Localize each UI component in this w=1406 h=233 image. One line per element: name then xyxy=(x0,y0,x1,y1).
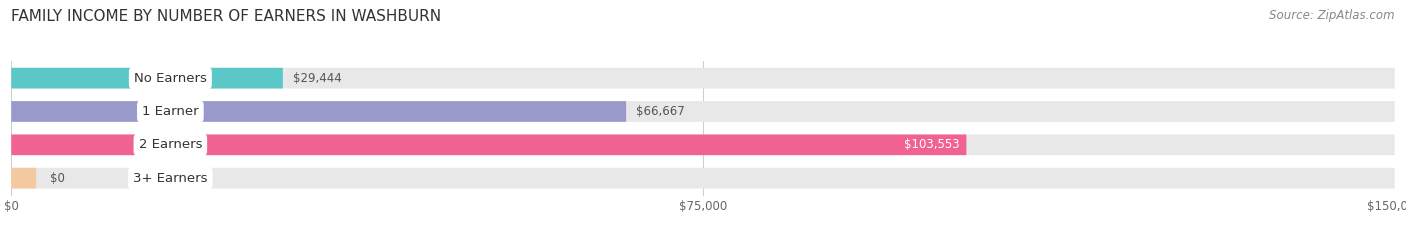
Text: No Earners: No Earners xyxy=(134,72,207,85)
Text: $0: $0 xyxy=(51,172,65,185)
FancyBboxPatch shape xyxy=(11,68,283,89)
FancyBboxPatch shape xyxy=(11,68,1395,89)
Text: $29,444: $29,444 xyxy=(292,72,342,85)
FancyBboxPatch shape xyxy=(11,101,1395,122)
FancyBboxPatch shape xyxy=(11,168,1395,188)
Text: Source: ZipAtlas.com: Source: ZipAtlas.com xyxy=(1270,9,1395,22)
Text: 3+ Earners: 3+ Earners xyxy=(134,172,208,185)
FancyBboxPatch shape xyxy=(11,134,1395,155)
Text: 1 Earner: 1 Earner xyxy=(142,105,198,118)
FancyBboxPatch shape xyxy=(11,134,966,155)
Text: $103,553: $103,553 xyxy=(904,138,959,151)
Text: FAMILY INCOME BY NUMBER OF EARNERS IN WASHBURN: FAMILY INCOME BY NUMBER OF EARNERS IN WA… xyxy=(11,9,441,24)
Text: $66,667: $66,667 xyxy=(636,105,685,118)
FancyBboxPatch shape xyxy=(11,101,626,122)
FancyBboxPatch shape xyxy=(11,168,37,188)
Text: 2 Earners: 2 Earners xyxy=(139,138,202,151)
